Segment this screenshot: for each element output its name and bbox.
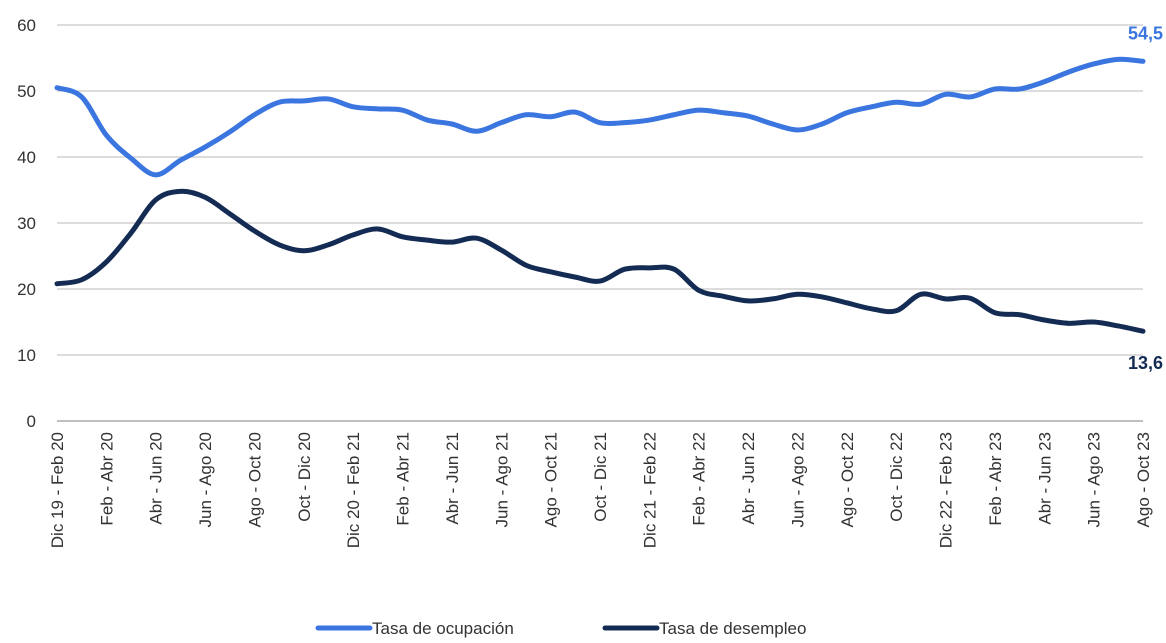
x-tick-label: Dic 21 - Feb 22: [640, 432, 659, 548]
x-tick-label: Oct - Dic 21: [591, 432, 610, 522]
y-tick-label: 10: [17, 346, 36, 365]
line-series: [54, 56, 1146, 178]
x-tick-label: Dic 22 - Feb 23: [937, 432, 956, 548]
y-tick-label: 60: [17, 16, 36, 35]
x-tick-label: Jun - Ago 20: [196, 432, 215, 527]
y-tick-label: 0: [27, 412, 36, 431]
x-tick-label: Dic 19 - Feb 20: [48, 432, 67, 548]
x-tick-label: Abr - Jun 23: [1035, 432, 1054, 525]
data-label: 13,6: [1128, 353, 1163, 373]
x-tick-label: Feb - Abr 21: [394, 432, 413, 526]
legend-label: Tasa de ocupación: [372, 619, 514, 638]
x-tick-label: Jun - Ago 23: [1085, 432, 1104, 527]
line-series: [54, 188, 1146, 334]
x-tick-label: Feb - Abr 23: [986, 432, 1005, 526]
x-tick-label: Abr - Jun 22: [739, 432, 758, 525]
y-tick-label: 30: [17, 214, 36, 233]
x-tick-label: Oct - Dic 22: [887, 432, 906, 522]
data-label: 54,5: [1128, 23, 1163, 43]
legend-label: Tasa de desempleo: [659, 619, 806, 638]
x-tick-label: Ago - Oct 23: [1134, 432, 1153, 527]
x-tick-label: Abr - Jun 21: [443, 432, 462, 525]
x-tick-label: Ago - Oct 22: [838, 432, 857, 527]
x-tick-label: Dic 20 - Feb 21: [344, 432, 363, 548]
x-tick-label: Ago - Oct 21: [542, 432, 561, 527]
y-tick-label: 40: [17, 148, 36, 167]
y-tick-label: 50: [17, 82, 36, 101]
y-tick-label: 20: [17, 280, 36, 299]
x-tick-label: Ago - Oct 20: [245, 432, 264, 527]
x-tick-label: Jun - Ago 21: [492, 432, 511, 527]
x-tick-label: Abr - Jun 20: [147, 432, 166, 525]
x-tick-label: Feb - Abr 20: [97, 432, 116, 526]
x-tick-label: Feb - Abr 22: [690, 432, 709, 526]
x-tick-label: Oct - Dic 20: [295, 432, 314, 522]
x-tick-label: Jun - Ago 22: [788, 432, 807, 527]
